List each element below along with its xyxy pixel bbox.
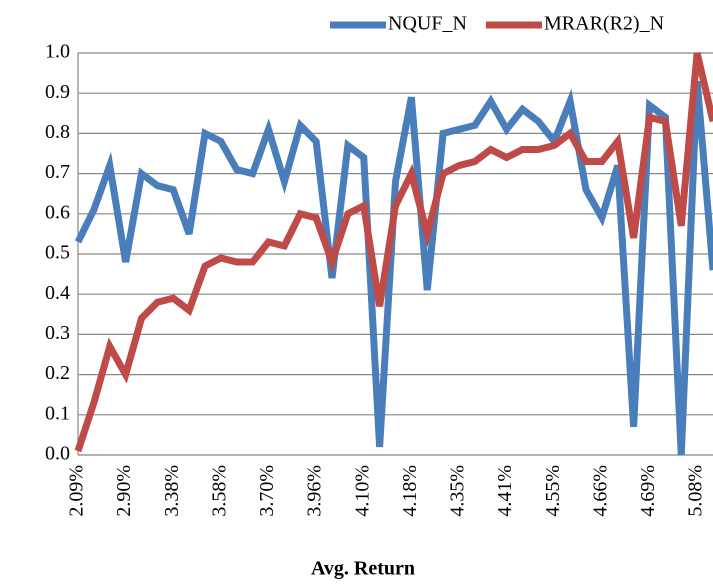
- x-tick-label: 5.08%: [685, 465, 707, 517]
- series-line: [74, 52, 713, 453]
- y-tick-label: 0.6: [45, 201, 70, 223]
- x-tick-label: 4.18%: [399, 465, 421, 517]
- y-tick-label: 0.1: [45, 402, 70, 424]
- x-tick-label: 4.66%: [589, 465, 611, 517]
- x-tick-label: 4.55%: [542, 465, 564, 517]
- series-line: [74, 80, 713, 456]
- x-tick-label: 3.58%: [208, 465, 230, 517]
- x-tick-label: 3.70%: [256, 465, 278, 517]
- x-axis-title: Avg. Return: [311, 558, 415, 580]
- y-tick-label: 0.2: [45, 362, 70, 384]
- y-tick-label: 0.8: [45, 121, 70, 143]
- plot-lines: [74, 52, 713, 456]
- y-tick-label: 0.5: [45, 242, 70, 264]
- y-tick-label: 0.9: [45, 81, 70, 103]
- x-tick-label: 3.96%: [304, 465, 326, 517]
- legend-label: NQUF_N: [388, 13, 467, 35]
- x-tick-label: 4.69%: [637, 465, 659, 517]
- legend-label: MRAR(R2)_N: [544, 13, 664, 35]
- y-tick-label: 0.3: [45, 322, 70, 344]
- x-tick-label: 2.90%: [113, 465, 135, 517]
- x-tick-label: 2.09%: [66, 465, 88, 517]
- x-tick-label: 4.10%: [351, 465, 373, 517]
- y-tick-label: 0.7: [45, 161, 70, 183]
- x-tick-label: 4.41%: [494, 465, 516, 517]
- y-tick-label: 0.4: [45, 282, 70, 304]
- x-tick-label: 4.35%: [447, 465, 469, 517]
- y-tick-label: 0.0: [45, 443, 70, 465]
- x-tick-label: 3.38%: [161, 465, 183, 517]
- y-tick-label: 1.0: [45, 41, 70, 63]
